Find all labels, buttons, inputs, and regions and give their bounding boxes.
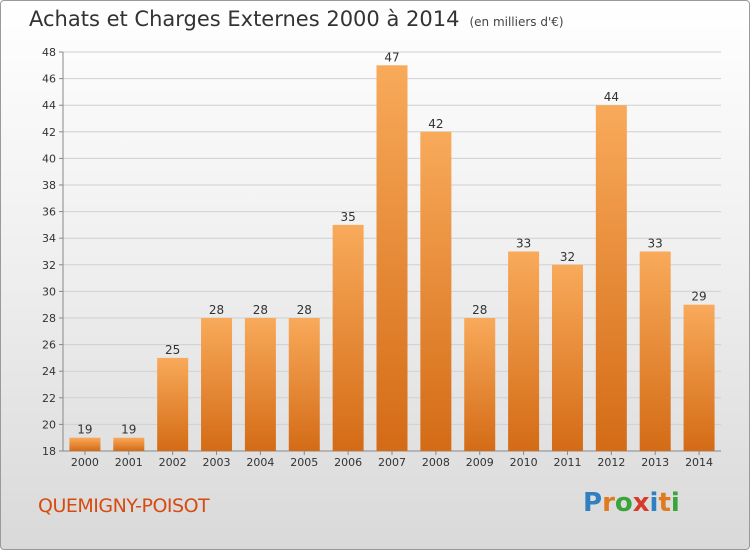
proxiti-logo: Proxiti [583, 488, 680, 518]
y-tick-label: 44 [42, 99, 56, 112]
data-label: 35 [340, 210, 355, 224]
x-tick-label: 2000 [71, 456, 99, 469]
x-tick-label: 2010 [510, 456, 538, 469]
data-label: 19 [121, 423, 136, 437]
bar [595, 105, 627, 451]
y-tick-label: 34 [42, 232, 56, 245]
y-tick-label: 30 [42, 285, 56, 298]
y-tick-label: 48 [42, 46, 56, 59]
y-tick-label: 38 [42, 179, 56, 192]
x-tick-label: 2006 [334, 456, 362, 469]
chart-subtitle: (en milliers d'€) [469, 15, 564, 29]
data-label: 28 [472, 303, 487, 317]
data-label: 33 [516, 237, 531, 251]
logo-letter: i [649, 488, 659, 518]
data-label: 19 [77, 423, 92, 437]
x-tick-label: 2008 [422, 456, 450, 469]
x-tick-label: 2001 [115, 456, 143, 469]
logo-letter: P [583, 488, 603, 518]
y-tick-label: 40 [42, 152, 56, 165]
y-tick-label: 26 [42, 339, 56, 352]
bar [639, 251, 671, 451]
bar [332, 224, 364, 451]
data-label: 29 [691, 290, 706, 304]
logo-letter: x [632, 488, 650, 518]
data-label: 33 [648, 237, 663, 251]
data-label: 42 [428, 117, 443, 131]
y-tick-label: 20 [42, 418, 56, 431]
data-label: 47 [384, 50, 399, 64]
bar [157, 357, 189, 451]
bar [464, 318, 496, 451]
y-tick-label: 42 [42, 126, 56, 139]
bar [69, 437, 101, 451]
y-tick-label: 22 [42, 392, 56, 405]
x-tick-label: 2002 [159, 456, 187, 469]
x-tick-label: 2013 [641, 456, 669, 469]
bar [683, 304, 715, 451]
data-label: 44 [604, 90, 619, 104]
bar [244, 318, 276, 451]
bar [508, 251, 540, 451]
x-tick-label: 2009 [466, 456, 494, 469]
x-tick-label: 2003 [203, 456, 231, 469]
data-label: 28 [253, 303, 268, 317]
x-tick-label: 2007 [378, 456, 406, 469]
chart-title-text: Achats et Charges Externes 2000 à 2014 [29, 7, 460, 31]
y-tick-label: 36 [42, 206, 56, 219]
y-tick-label: 18 [42, 445, 56, 458]
data-label: 28 [209, 303, 224, 317]
data-label: 32 [560, 250, 575, 264]
y-tick-label: 46 [42, 73, 56, 86]
commune-name: QUEMIGNY-POISOT [38, 495, 210, 517]
bar [420, 131, 452, 452]
data-label: 28 [297, 303, 312, 317]
data-label: 25 [165, 343, 180, 357]
chart-title: Achats et Charges Externes 2000 à 2014 (e… [29, 7, 564, 31]
y-tick-label: 32 [42, 259, 56, 272]
x-tick-label: 2014 [685, 456, 713, 469]
logo-letter: t [658, 488, 671, 518]
x-tick-label: 2012 [597, 456, 625, 469]
bar [551, 264, 583, 451]
logo-letter: i [670, 488, 680, 518]
logo-letter: o [614, 488, 633, 518]
bar [201, 318, 233, 451]
bar [376, 65, 408, 452]
bar [288, 318, 320, 451]
logo-letter: r [602, 488, 615, 518]
x-tick-label: 2005 [290, 456, 318, 469]
y-tick-label: 28 [42, 312, 56, 325]
x-tick-label: 2004 [246, 456, 274, 469]
x-tick-label: 2011 [553, 456, 581, 469]
bar [113, 437, 145, 451]
y-tick-label: 24 [42, 365, 56, 378]
